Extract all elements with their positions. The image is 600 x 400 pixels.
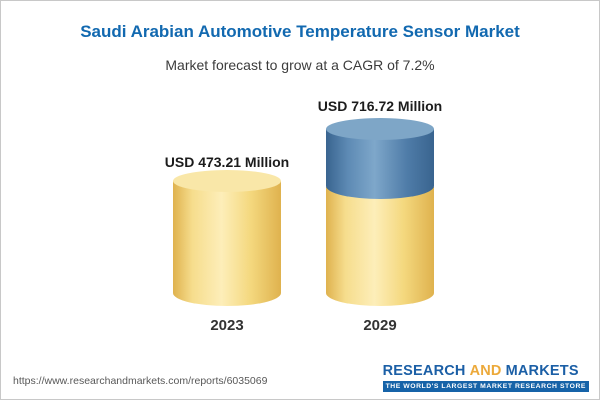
- chart-title: Saudi Arabian Automotive Temperature Sen…: [80, 22, 520, 41]
- x-axis-label-2029: 2029: [363, 317, 397, 334]
- value-label-2023: USD 473.21 Million: [164, 154, 290, 170]
- bar-2023: [173, 170, 281, 306]
- bar-2029-blue-segment: [326, 118, 434, 199]
- logo-wordmark: RESEARCH AND MARKETS: [383, 363, 589, 379]
- logo-word-markets: MARKETS: [505, 363, 579, 379]
- researchandmarkets-logo[interactable]: RESEARCH AND MARKETS THE WORLD'S LARGEST M…: [382, 363, 589, 392]
- bar-2023-top-ellipse: [173, 170, 281, 192]
- chart-subtitle: Market forecast to grow at a CAGR of 7.2…: [165, 57, 435, 73]
- logo-tagline: THE WORLD'S LARGEST MARKET RESEARCH STOR…: [382, 381, 589, 392]
- value-label-2029: USD 716.72 Million: [317, 98, 443, 114]
- x-axis-label-2023: 2023: [210, 317, 244, 334]
- logo-word-and: AND: [469, 363, 502, 379]
- report-url-link[interactable]: https://www.researchandmarkets.com/repor…: [13, 375, 268, 387]
- bar-2029-top-ellipse: [326, 118, 434, 140]
- bar-2029-gold-segment: [326, 187, 434, 306]
- logo-word-research: RESEARCH: [382, 363, 466, 379]
